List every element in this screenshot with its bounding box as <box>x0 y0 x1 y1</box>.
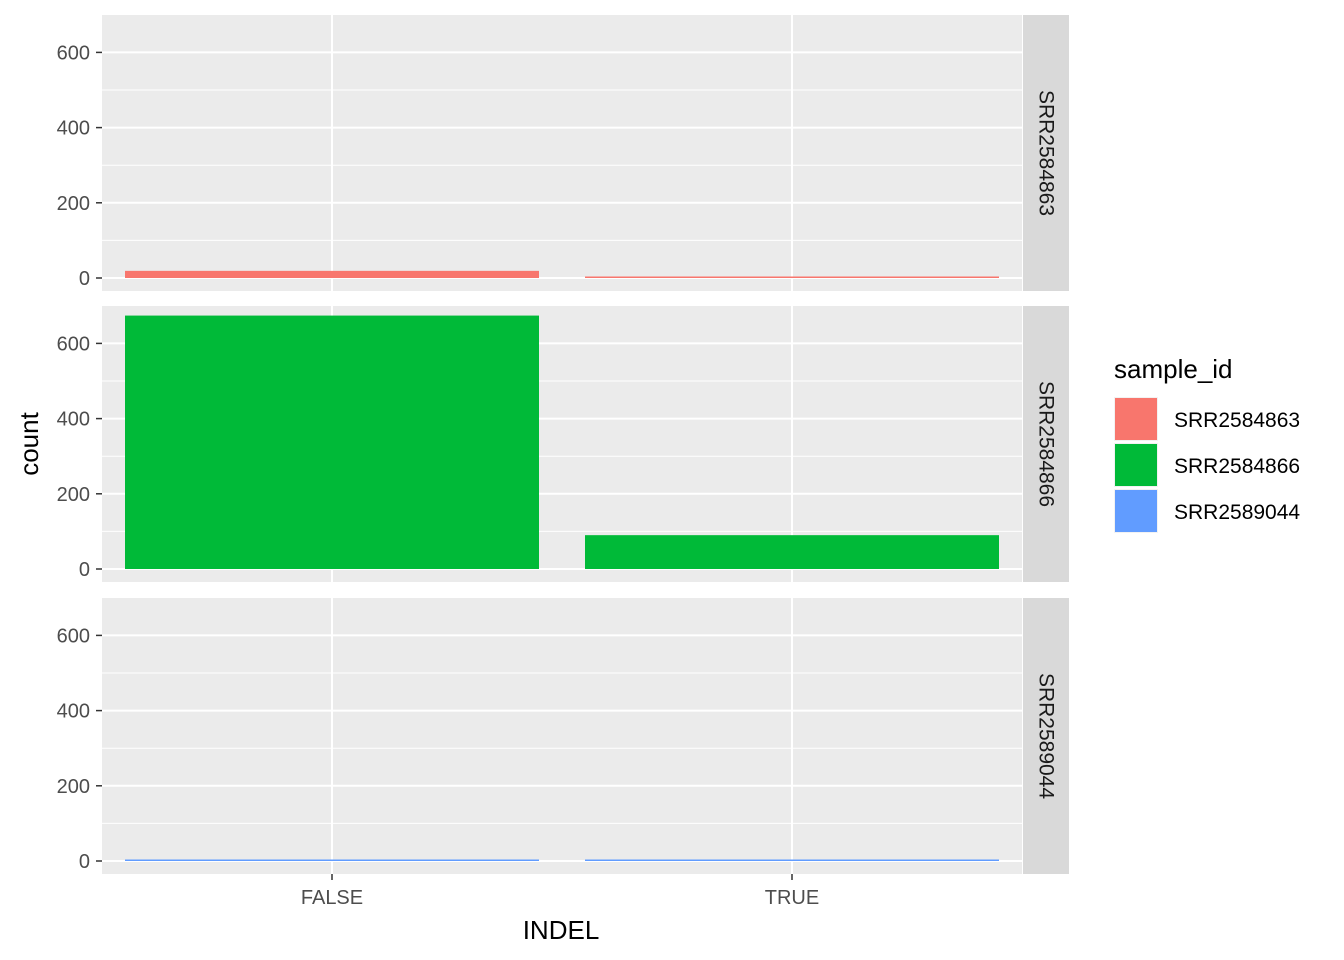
facet-panel: 0 200 400 600 SRR2584863 <box>57 15 1069 291</box>
y-tick-label: 0 <box>79 268 90 290</box>
y-tick-label: 400 <box>57 701 90 723</box>
y-tick-label: 400 <box>57 118 90 140</box>
legend-key-swatch <box>1115 490 1157 532</box>
panel-background <box>102 15 1022 291</box>
x-tick-label: TRUE <box>765 887 819 909</box>
x-tick-label: FALSE <box>301 887 363 909</box>
y-tick-label: 0 <box>79 851 90 873</box>
bar <box>125 859 539 861</box>
y-axis-title: count <box>14 411 44 475</box>
y-tick-label: 600 <box>57 333 90 355</box>
y-axis: count <box>14 411 44 475</box>
facet-panel: 0 200 400 600 SRR2589044 <box>57 598 1069 874</box>
y-tick-label: 400 <box>57 409 90 431</box>
legend-entry-label: SRR2589044 <box>1174 501 1300 524</box>
x-axis: INDEL FALSE TRUE <box>301 874 819 945</box>
facet-strip <box>1023 598 1069 874</box>
y-tick-label: 0 <box>79 559 90 581</box>
facet-strip-label: SRR2589044 <box>1035 673 1058 799</box>
legend-title: sample_id <box>1114 354 1233 384</box>
legend-entry-label: SRR2584866 <box>1174 455 1300 478</box>
x-axis-title: INDEL <box>523 915 600 945</box>
bar <box>125 315 539 569</box>
legend-key-swatch <box>1115 398 1157 440</box>
y-tick-label: 600 <box>57 625 90 647</box>
facet-strip <box>1023 15 1069 291</box>
panel-background <box>102 598 1022 874</box>
legend: sample_id SRR2584863 SRR2584866 SRR2589044 <box>1114 354 1300 533</box>
bar <box>125 270 539 278</box>
facet-strip-label: SRR2584866 <box>1035 381 1058 507</box>
legend-entry-label: SRR2584863 <box>1174 409 1300 432</box>
legend-key-swatch <box>1115 444 1157 486</box>
facet-strip-label: SRR2584863 <box>1035 90 1058 216</box>
y-tick-label: 200 <box>57 484 90 506</box>
bar <box>585 535 999 569</box>
y-tick-label: 200 <box>57 776 90 798</box>
bar <box>585 276 999 278</box>
y-tick-label: 600 <box>57 42 90 64</box>
facet-panel: 0 200 400 600 SRR2584866 <box>57 306 1069 582</box>
bar <box>585 859 999 861</box>
panels-layer: 0 200 400 600 SRR2584863 0 200 400 600 SRR2584866… <box>57 15 1069 874</box>
y-tick-label: 200 <box>57 193 90 215</box>
facet-strip <box>1023 306 1069 582</box>
